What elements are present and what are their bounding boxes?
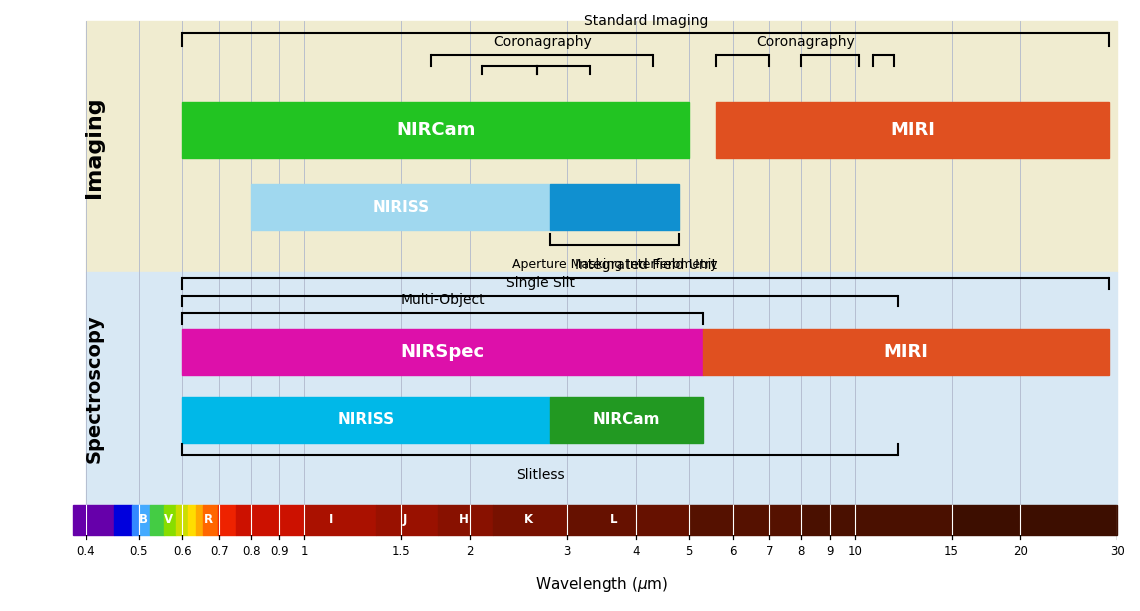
Text: 0.4: 0.4: [76, 545, 95, 558]
Bar: [86, 273, 1117, 504]
Bar: [131, 505, 139, 535]
Text: 0.7: 0.7: [210, 545, 228, 558]
Text: 9: 9: [825, 545, 833, 558]
Text: Slitless: Slitless: [516, 467, 564, 481]
Bar: [952, 505, 1117, 535]
Text: NIRSpec: NIRSpec: [400, 343, 484, 361]
Text: 5: 5: [685, 545, 693, 558]
Text: MIRI: MIRI: [890, 121, 935, 139]
Bar: [236, 505, 304, 535]
Text: 0.8: 0.8: [242, 545, 260, 558]
Bar: [196, 505, 203, 535]
Text: L: L: [610, 513, 618, 527]
Text: K: K: [523, 513, 532, 527]
Text: 1.5: 1.5: [392, 545, 410, 558]
Bar: [551, 185, 679, 230]
Bar: [203, 505, 218, 535]
Text: NIRCam: NIRCam: [593, 412, 660, 427]
Bar: [551, 397, 703, 442]
Bar: [114, 505, 131, 535]
Text: NIRISS: NIRISS: [337, 412, 394, 427]
Text: 6: 6: [728, 545, 736, 558]
Text: 10: 10: [847, 545, 862, 558]
Bar: [188, 505, 196, 535]
Text: Single Slit: Single Slit: [506, 276, 575, 290]
Bar: [801, 505, 952, 535]
Bar: [251, 185, 551, 230]
Text: Coronagraphy: Coronagraphy: [492, 35, 592, 49]
Bar: [689, 505, 801, 535]
Text: 20: 20: [1012, 545, 1028, 558]
Bar: [438, 505, 492, 535]
Text: 15: 15: [944, 545, 959, 558]
Text: V: V: [163, 513, 172, 527]
Text: 7: 7: [766, 545, 773, 558]
Text: R: R: [203, 513, 212, 527]
Text: Standard Imaging: Standard Imaging: [584, 13, 708, 27]
Bar: [218, 505, 236, 535]
Bar: [182, 397, 551, 442]
Bar: [567, 505, 689, 535]
Text: 8: 8: [798, 545, 805, 558]
Bar: [492, 505, 567, 535]
Bar: [716, 102, 1109, 158]
Text: 30: 30: [1110, 545, 1124, 558]
Bar: [73, 505, 114, 535]
Text: Aperture Masking Interferometry: Aperture Masking Interferometry: [512, 258, 718, 271]
Text: 3: 3: [563, 545, 571, 558]
Text: 0.6: 0.6: [173, 545, 192, 558]
Text: H: H: [459, 513, 469, 527]
Text: Multi-Object: Multi-Object: [400, 293, 484, 307]
Text: 1: 1: [301, 545, 308, 558]
Text: Integrated Field Unit: Integrated Field Unit: [575, 258, 717, 273]
Text: J: J: [402, 513, 407, 527]
Bar: [376, 505, 438, 535]
Text: 4: 4: [632, 545, 640, 558]
Bar: [86, 21, 1117, 273]
Text: 0.5: 0.5: [130, 545, 148, 558]
Bar: [703, 329, 1109, 375]
Text: NIRISS: NIRISS: [373, 200, 430, 214]
Text: Imaging: Imaging: [84, 96, 104, 198]
Bar: [164, 505, 177, 535]
Bar: [304, 505, 376, 535]
Text: Wavelength ($\mu$m): Wavelength ($\mu$m): [535, 575, 668, 594]
Text: NIRCam: NIRCam: [396, 121, 475, 139]
Bar: [177, 505, 188, 535]
Text: 2: 2: [466, 545, 474, 558]
Text: MIRI: MIRI: [884, 343, 928, 361]
Bar: [182, 329, 703, 375]
Text: Coronagraphy: Coronagraphy: [756, 35, 855, 49]
Text: 0.9: 0.9: [270, 545, 288, 558]
Bar: [139, 505, 150, 535]
Bar: [150, 505, 164, 535]
Bar: [182, 102, 689, 158]
Text: Spectroscopy: Spectroscopy: [84, 314, 104, 463]
Text: B: B: [139, 513, 148, 527]
Text: I: I: [329, 513, 334, 527]
